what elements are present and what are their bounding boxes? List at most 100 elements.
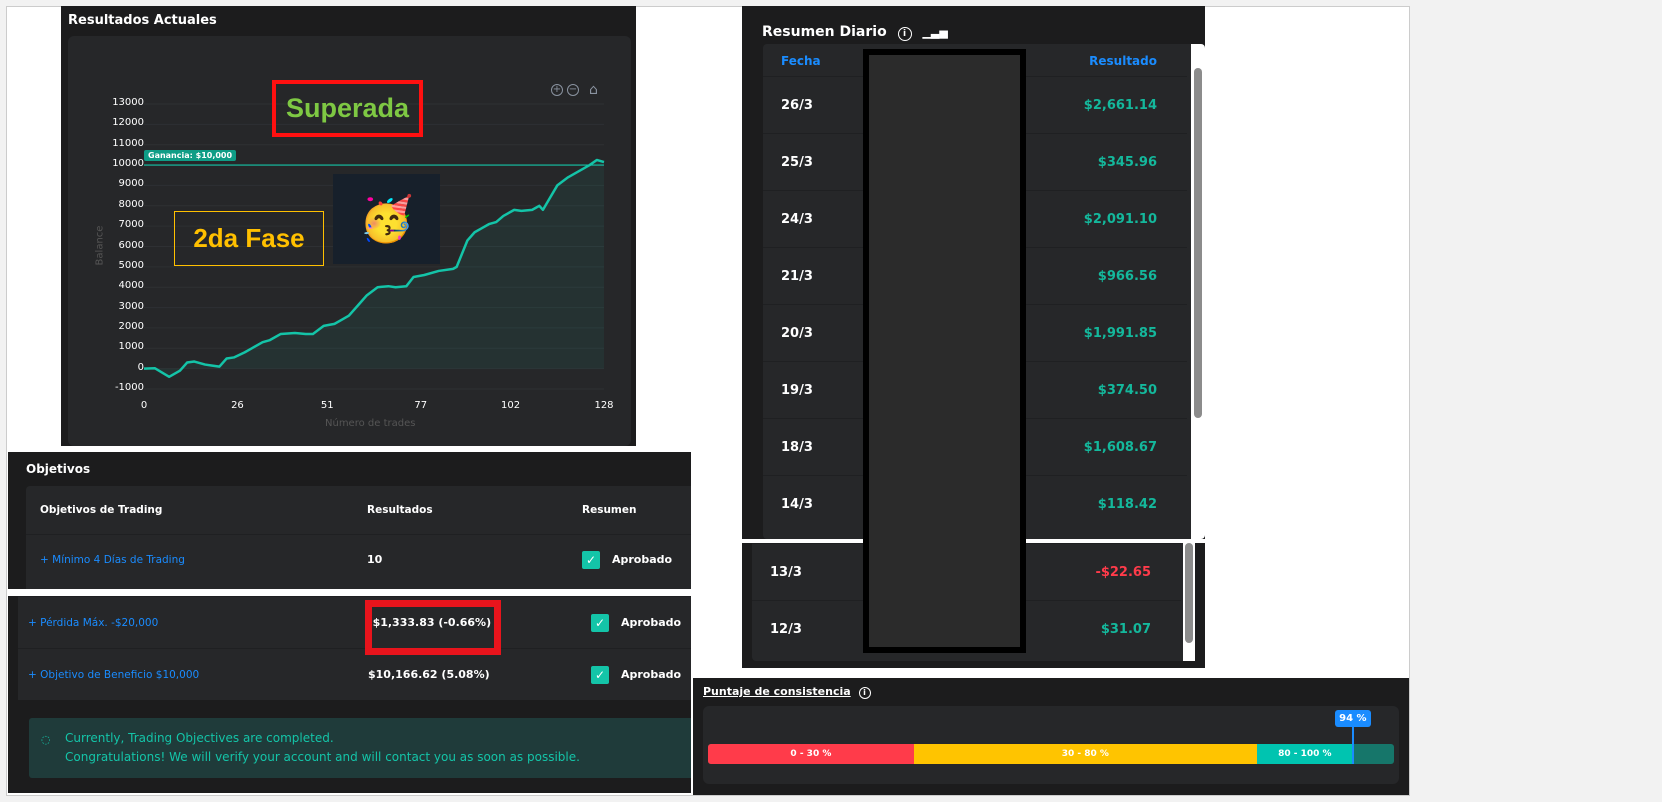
y-tick-label: -1000 bbox=[114, 382, 144, 393]
x-tick-label: 102 bbox=[501, 400, 521, 411]
y-tick-label: 12000 bbox=[112, 117, 144, 129]
x-tick-label: 26 bbox=[231, 400, 244, 411]
daily-header: Fecha Resultado bbox=[763, 44, 1187, 76]
daily-result: $1,991.85 bbox=[1083, 325, 1157, 341]
y-tick-label: 1000 bbox=[118, 341, 144, 353]
y-tick-label: 11000 bbox=[112, 137, 144, 149]
scrollbar[interactable] bbox=[1183, 543, 1195, 661]
party-emoji-image: 🥳 bbox=[333, 174, 440, 264]
daily-result: -$22.65 bbox=[1095, 564, 1151, 580]
consistency-panel: Puntaje de consistencia i 0 - 30 % 30 - 8… bbox=[693, 678, 1409, 795]
table-row: + Pérdida Máx. -$20,000 -$1,333.83 (-0.6… bbox=[18, 596, 691, 648]
header-resultados: Resultados bbox=[367, 504, 433, 516]
x-tick-label: 0 bbox=[140, 400, 148, 411]
info-icon[interactable]: i bbox=[858, 687, 871, 699]
daily-date: 25/3 bbox=[781, 154, 813, 170]
info-icon[interactable]: i bbox=[897, 27, 912, 41]
objective-result: $10,166.62 (5.08%) bbox=[368, 668, 490, 681]
check-icon: ✓ bbox=[591, 665, 609, 684]
y-tick-label: 9000 bbox=[118, 178, 144, 190]
daily-date: 18/3 bbox=[781, 439, 813, 455]
phase-annotation: 2da Fase bbox=[174, 211, 324, 266]
superada-annotation: Superada bbox=[272, 80, 423, 137]
daily-date: 12/3 bbox=[770, 621, 802, 637]
daily-result: $31.07 bbox=[1100, 621, 1151, 637]
daily-result: $1,608.67 bbox=[1083, 439, 1157, 455]
daily-date: 20/3 bbox=[781, 325, 813, 341]
notice-line-1: Currently, Trading Objectives are comple… bbox=[65, 731, 334, 745]
daily-date: 19/3 bbox=[781, 382, 813, 398]
y-tick-label: 10000 bbox=[112, 158, 144, 170]
daily-title-text: Resumen Diario bbox=[762, 24, 887, 40]
home-reset-icon[interactable]: ⌂ bbox=[589, 82, 598, 98]
objectives-table: Objetivos de Trading Resultados Resumen … bbox=[26, 486, 691, 589]
consistency-card: 0 - 30 % 30 - 80 % 80 - 100 % 94 % bbox=[703, 706, 1399, 784]
y-tick-label: 8000 bbox=[118, 198, 144, 210]
target-label: Ganancia: $10,000 bbox=[144, 150, 237, 161]
y-tick-label: 4000 bbox=[118, 280, 144, 292]
table-row: + Objetivo de Beneficio $10,000 $10,166.… bbox=[18, 648, 691, 700]
redaction-box bbox=[863, 49, 1026, 653]
notice-line-2: Congratulations! We will verify your acc… bbox=[65, 750, 580, 764]
consistency-segment: 30 - 80 % bbox=[913, 744, 1257, 764]
objective-link[interactable]: + Mínimo 4 Días de Trading bbox=[40, 553, 185, 566]
x-tick-label: 77 bbox=[414, 400, 428, 411]
objective-link[interactable]: + Objetivo de Beneficio $10,000 bbox=[28, 668, 200, 681]
x-tick-label: 128 bbox=[594, 400, 614, 411]
consistency-title: Puntaje de consistencia i bbox=[703, 685, 871, 699]
daily-result: $2,661.14 bbox=[1083, 97, 1157, 113]
daily-date: 24/3 bbox=[781, 211, 813, 227]
objectives-title: Objetivos bbox=[26, 462, 91, 476]
status-label: Aprobado bbox=[612, 553, 673, 566]
check-icon: ✓ bbox=[591, 613, 609, 632]
zoom-out-icon[interactable]: − bbox=[567, 84, 579, 96]
daily-date: 21/3 bbox=[781, 268, 813, 284]
daily-title: Resumen Diario i ▁▃▅ bbox=[762, 24, 948, 41]
objective-result: -$1,333.83 (-0.66%) bbox=[368, 616, 492, 629]
zoom-in-icon[interactable]: + bbox=[551, 84, 563, 96]
status-label: Aprobado bbox=[621, 616, 682, 629]
chart-title: Resultados Actuales bbox=[68, 13, 217, 28]
header-objetivos: Objetivos de Trading bbox=[40, 504, 163, 516]
objectives-panel: Objetivos Objetivos de Trading Resultado… bbox=[8, 452, 691, 589]
table-row: + Mínimo 4 Días de Trading 10 ✓ Aprobado bbox=[26, 534, 691, 584]
y-tick-label: 13000 bbox=[112, 97, 144, 108]
y-tick-label: 7000 bbox=[118, 219, 144, 231]
daily-result: $966.56 bbox=[1097, 268, 1157, 284]
y-axis-label: Balance bbox=[94, 225, 106, 266]
daily-date: 14/3 bbox=[781, 496, 813, 512]
daily-row: 18/3 $1,608.67 bbox=[763, 418, 1187, 475]
daily-date: 26/3 bbox=[781, 97, 813, 113]
score-badge: 94 % bbox=[1334, 710, 1371, 727]
status-label: Aprobado bbox=[621, 668, 682, 681]
objective-status: ✓ Aprobado bbox=[582, 535, 672, 584]
header-resultado: Resultado bbox=[1089, 54, 1157, 68]
table-header: Objetivos de Trading Resultados Resumen bbox=[26, 486, 691, 534]
x-tick-label: 51 bbox=[320, 400, 334, 411]
header-fecha: Fecha bbox=[781, 54, 821, 68]
consistency-title-text: Puntaje de consistencia bbox=[703, 685, 851, 698]
check-circle-icon: ◌ bbox=[41, 733, 51, 746]
consistency-bar: 0 - 30 % 30 - 80 % 80 - 100 % bbox=[708, 744, 1394, 764]
objective-result: 10 bbox=[367, 553, 383, 566]
objective-status: ✓ Aprobado bbox=[591, 597, 681, 648]
scrollbar-thumb[interactable] bbox=[1185, 543, 1193, 643]
highlight-box bbox=[365, 600, 501, 655]
completion-notice: ◌ Currently, Trading Objectives are comp… bbox=[29, 718, 691, 778]
y-tick-label: 0 bbox=[137, 361, 144, 373]
objective-link[interactable]: + Pérdida Máx. -$20,000 bbox=[28, 616, 159, 629]
objective-status: ✓ Aprobado bbox=[591, 649, 681, 700]
check-icon: ✓ bbox=[582, 550, 600, 569]
y-tick-label: 6000 bbox=[118, 239, 144, 251]
objectives-table-continued: + Pérdida Máx. -$20,000 -$1,333.83 (-0.6… bbox=[18, 596, 691, 700]
scrollbar-thumb[interactable] bbox=[1194, 68, 1202, 418]
consistency-segment: 80 - 100 % bbox=[1256, 744, 1353, 764]
scrollbar[interactable] bbox=[1191, 44, 1205, 539]
x-axis-label: Número de trades bbox=[325, 418, 416, 429]
y-tick-label: 2000 bbox=[118, 320, 144, 332]
score-marker: 94 % bbox=[1334, 710, 1371, 764]
objectives-panel-continued: + Pérdida Máx. -$20,000 -$1,333.83 (-0.6… bbox=[8, 596, 691, 793]
daily-result: $118.42 bbox=[1097, 496, 1157, 512]
bar-chart-icon[interactable]: ▁▃▅ bbox=[922, 26, 948, 39]
daily-date: 13/3 bbox=[770, 564, 802, 580]
